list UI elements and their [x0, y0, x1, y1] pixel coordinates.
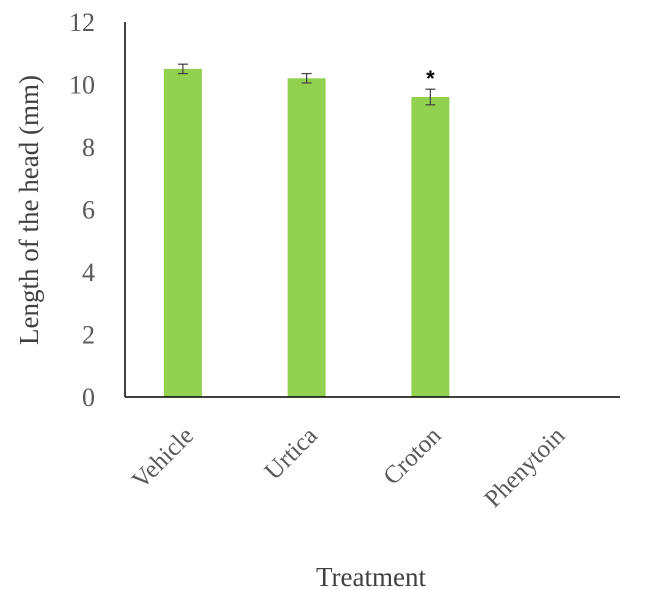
error-bar — [177, 63, 188, 75]
bar — [411, 97, 450, 397]
error-bar — [425, 88, 436, 106]
y-tick-label: 0 — [82, 383, 95, 412]
error-bars — [177, 63, 436, 106]
bars — [163, 68, 450, 397]
x-category-label: Urtica — [260, 422, 323, 485]
error-bar — [301, 72, 312, 84]
y-tick-label: 6 — [82, 196, 95, 225]
y-tick-label: 10 — [69, 71, 95, 100]
y-axis-title: Length of the head (mm) — [14, 75, 44, 345]
bar — [287, 78, 326, 397]
x-category-label: Vehicle — [127, 422, 199, 494]
y-tick-label: 2 — [82, 321, 95, 350]
y-tick-labels: 0 2 4 6 8 10 12 — [69, 8, 95, 412]
x-axis-title: Treatment — [316, 562, 426, 590]
y-tick-label: 8 — [82, 133, 95, 162]
y-tick-label: 12 — [69, 8, 95, 37]
x-category-label: Croton — [378, 422, 447, 491]
y-tick-label: 4 — [82, 258, 95, 287]
bar — [163, 68, 202, 397]
x-category-label: Phenytoin — [480, 422, 571, 513]
x-category-labels: Vehicle Urtica Croton Phenytoin — [127, 422, 571, 513]
significance-marker: * — [426, 66, 435, 91]
bar-annotations: * — [426, 66, 435, 91]
